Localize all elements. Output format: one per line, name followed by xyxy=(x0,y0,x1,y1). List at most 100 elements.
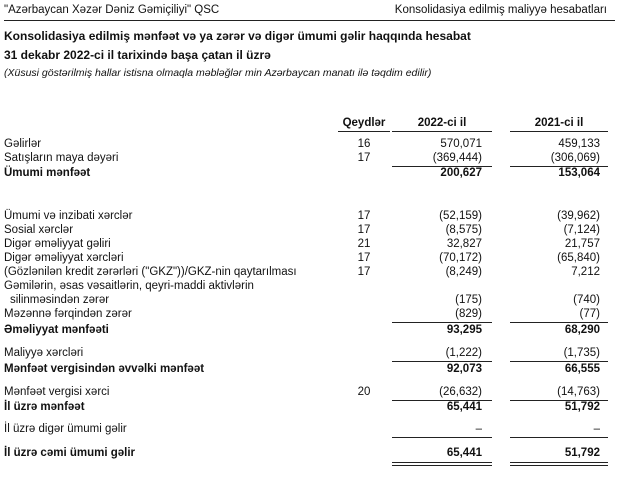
statement-note: (Xüsusi göstərilmiş hallar istisna olmaq… xyxy=(4,67,432,79)
value-2022: (8,575) xyxy=(445,224,482,236)
row-label: Mənfəət vergisindən əvvəlki mənfəət xyxy=(4,363,205,375)
value-2022: (8,249) xyxy=(445,266,482,278)
column-rule-2021 xyxy=(510,131,608,132)
row-label: İl üzrə digər ümumi gəlir xyxy=(4,423,127,435)
value-2021: (65,840) xyxy=(557,252,600,264)
subtotal-rule xyxy=(392,400,492,401)
row-label: Məzənnə fərqindən zərər xyxy=(4,308,132,320)
row-note: 17 xyxy=(357,210,371,222)
row-label: Gəmilərin, əsas vəsaitlərin, qeyri-maddi… xyxy=(4,280,254,292)
statement-title: Konsolidasiya edilmiş mənfəət və ya zərə… xyxy=(4,29,471,43)
row-note: 17 xyxy=(357,152,371,164)
table-row: Ümumi mənfəət 200,627 153,064 xyxy=(0,167,619,180)
row-label: Digər əməliyyat xərcləri xyxy=(4,252,124,264)
value-2022: (829) xyxy=(455,308,482,320)
value-2022: (52,159) xyxy=(439,210,482,222)
value-2022: 93,295 xyxy=(446,324,482,336)
value-2021: 51,792 xyxy=(564,447,600,459)
table-row: Məzənnə fərqindən zərər (829) (77) xyxy=(0,308,619,321)
row-note: 17 xyxy=(357,266,371,278)
value-2022: (26,632) xyxy=(439,386,482,398)
row-label: Sosial xərclər xyxy=(4,224,74,236)
row-label: (Gözlənilən kredit zərərləri ("GKZ"))/GK… xyxy=(4,266,297,278)
column-header-notes: Qeydlər xyxy=(342,117,386,129)
total-double-rule xyxy=(510,465,608,466)
header-divider xyxy=(4,20,615,21)
value-2022: (70,172) xyxy=(439,252,482,264)
subtotal-rule xyxy=(510,166,608,167)
subtotal-rule xyxy=(510,322,608,323)
subtotal-rule xyxy=(392,361,492,362)
subtotal-rule xyxy=(510,437,608,438)
value-2022: 65,441 xyxy=(446,401,482,413)
row-label: İl üzrə cəmi ümumi gəlir xyxy=(4,447,136,459)
subtotal-rule xyxy=(392,437,492,438)
row-label: Digər əməliyyat gəliri xyxy=(4,238,111,250)
value-2022: (369,444) xyxy=(432,152,482,164)
table-row: Gəmilərin, əsas vəsaitlərin, qeyri-maddi… xyxy=(0,280,619,293)
column-rule-2022 xyxy=(392,131,492,132)
row-label: İl üzrə mənfəət xyxy=(4,401,85,413)
statement-subtitle: 31 dekabr 2022-ci il tarixində başa çata… xyxy=(4,48,271,62)
table-row: Ümumi və inzibati xərclər 17 (52,159) (3… xyxy=(0,210,619,223)
subtotal-rule xyxy=(510,400,608,401)
subtotal-rule xyxy=(392,166,492,167)
value-2022: 200,627 xyxy=(440,167,482,179)
table-row: İl üzrə digər ümumi gəlir – – xyxy=(0,423,619,436)
value-2021: 21,757 xyxy=(564,238,600,250)
value-2021: (39,962) xyxy=(557,210,600,222)
company-name: "Azərbaycan Xəzər Dəniz Gəmiçiliyi" QSC xyxy=(4,4,220,16)
column-header-2022: 2022-ci il xyxy=(417,117,467,129)
row-label: Maliyyə xərcləri xyxy=(4,347,84,359)
section-title: Konsolidasiya edilmiş maliyyə hesabatlar… xyxy=(394,4,607,16)
table-row: İl üzrə mənfəət 65,441 51,792 xyxy=(0,401,619,414)
value-2022: 32,827 xyxy=(446,238,482,250)
column-rule-notes xyxy=(338,131,390,132)
column-header-2021: 2021-ci il xyxy=(534,117,584,129)
value-2021: – xyxy=(593,423,600,435)
table-row: Maliyyə xərcləri (1,222) (1,735) xyxy=(0,347,619,360)
row-label: Gəlirlər xyxy=(4,138,42,150)
table-row: silinməsindən zərər (175) (740) xyxy=(0,294,619,307)
value-2021: 68,290 xyxy=(564,324,600,336)
value-2021: (306,069) xyxy=(550,152,600,164)
total-double-rule xyxy=(392,465,492,466)
total-double-rule xyxy=(510,462,608,463)
value-2022: 65,441 xyxy=(446,447,482,459)
table-row: (Gözlənilən kredit zərərləri ("GKZ"))/GK… xyxy=(0,266,619,279)
value-2021: (1,735) xyxy=(563,347,600,359)
table-row: Digər əməliyyat gəliri 21 32,827 21,757 xyxy=(0,238,619,251)
row-note: 17 xyxy=(357,252,371,264)
value-2021: (14,763) xyxy=(557,386,600,398)
value-2021: 51,792 xyxy=(564,401,600,413)
value-2021: 459,133 xyxy=(558,138,600,150)
value-2021: (77) xyxy=(579,308,600,320)
table-row: Mənfəət vergisindən əvvəlki mənfəət 92,0… xyxy=(0,363,619,376)
value-2021: 153,064 xyxy=(558,167,600,179)
row-label: Əməliyyat mənfəəti xyxy=(4,324,109,336)
subtotal-rule xyxy=(392,322,492,323)
row-label: Mənfəət vergisi xərci xyxy=(4,386,110,398)
row-label: silinməsindən zərər xyxy=(10,294,110,306)
row-note: 16 xyxy=(357,138,371,150)
value-2022: 92,073 xyxy=(446,363,482,375)
value-2022: (1,222) xyxy=(445,347,482,359)
table-row: Satışların maya dəyəri 17 (369,444) (306… xyxy=(0,152,619,165)
table-row: Mənfəət vergisi xərci 20 (26,632) (14,76… xyxy=(0,386,619,399)
row-note: 20 xyxy=(357,386,371,398)
table-row: Gəlirlər 16 570,071 459,133 xyxy=(0,138,619,151)
value-2021: 7,212 xyxy=(571,266,600,278)
total-double-rule xyxy=(392,462,492,463)
value-2021: 66,555 xyxy=(564,363,600,375)
row-label: Ümumi mənfəət xyxy=(4,167,91,179)
row-note: 21 xyxy=(357,238,371,250)
table-row: Əməliyyat mənfəəti 93,295 68,290 xyxy=(0,324,619,337)
subtotal-rule xyxy=(510,361,608,362)
value-2022: – xyxy=(475,423,482,435)
value-2022: (175) xyxy=(455,294,482,306)
table-row: Digər əməliyyat xərcləri 17 (70,172) (65… xyxy=(0,252,619,265)
row-note: 17 xyxy=(357,224,371,236)
table-row: İl üzrə cəmi ümumi gəlir 65,441 51,792 xyxy=(0,447,619,460)
value-2021: (7,124) xyxy=(563,224,600,236)
value-2022: 570,071 xyxy=(440,138,482,150)
